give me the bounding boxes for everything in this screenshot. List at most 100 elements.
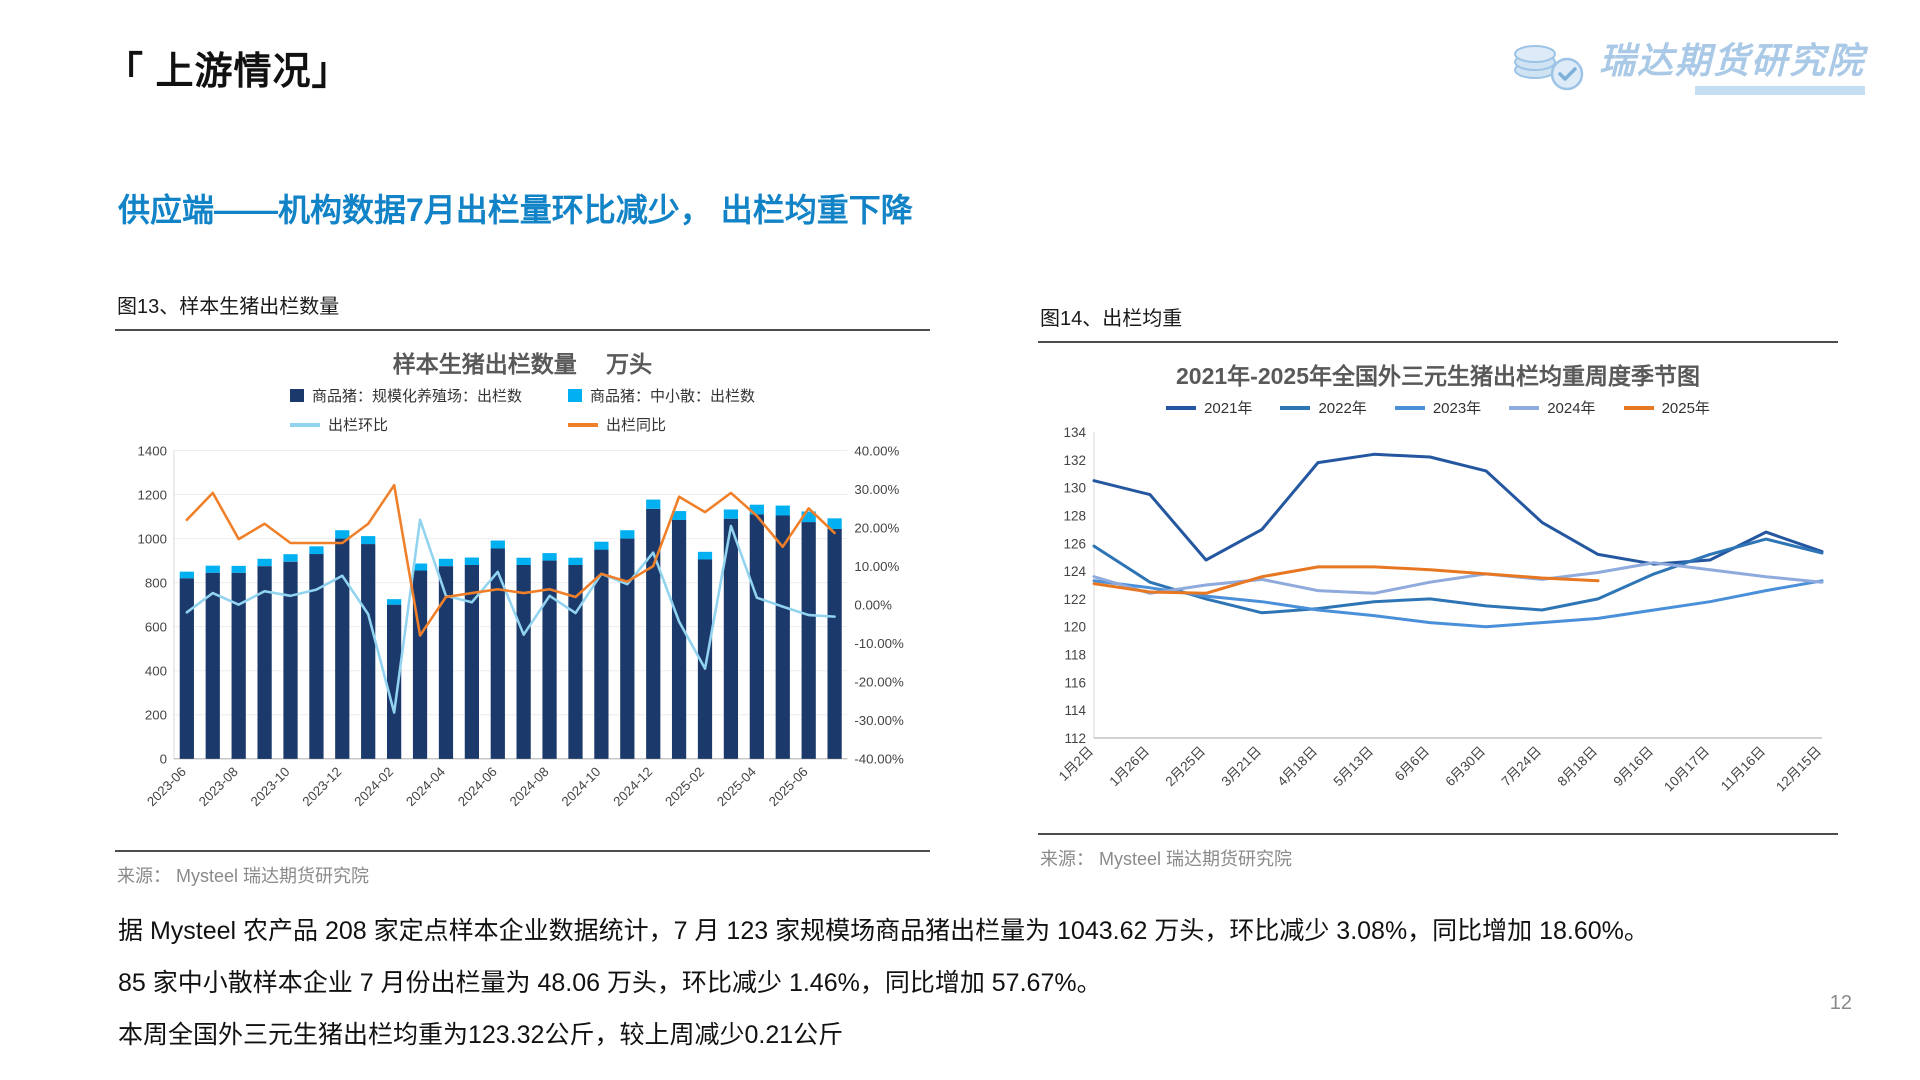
series-line xyxy=(1092,537,1824,615)
svg-text:1400: 1400 xyxy=(138,443,167,458)
page-title: 「 上游情况」 xyxy=(105,51,351,93)
figure14-chart-title: 2021年-2025年全国外三元生猪出栏均重周度季节图 xyxy=(1176,363,1700,389)
fig14-axes: 112 114 116 118 120 122 124 126 128 130 132 134 1月2日… xyxy=(1056,425,1824,794)
svg-text:2025-02: 2025-02 xyxy=(662,764,707,809)
svg-text:30.00%: 30.00% xyxy=(854,482,899,497)
svg-text:6月30日: 6月30日 xyxy=(1442,744,1488,790)
fig14-lines xyxy=(1092,452,1824,629)
svg-text:112: 112 xyxy=(1064,731,1086,746)
fig14-plot: 112 114 116 118 120 122 124 126 128 130 132 134 1月2日… xyxy=(1056,425,1824,794)
svg-text:12月15日: 12月15日 xyxy=(1773,744,1824,795)
svg-text:2025-06: 2025-06 xyxy=(766,764,811,809)
svg-text:2024-02: 2024-02 xyxy=(351,764,396,809)
svg-text:1月26日: 1月26日 xyxy=(1106,744,1152,790)
svg-text:2023-12: 2023-12 xyxy=(299,764,344,809)
svg-text:400: 400 xyxy=(145,664,167,679)
fig13-bars xyxy=(179,499,842,759)
svg-text:40.00%: 40.00% xyxy=(854,443,899,458)
legend-item: 2024年 xyxy=(1509,397,1596,418)
svg-text:124: 124 xyxy=(1063,564,1086,579)
svg-text:114: 114 xyxy=(1064,703,1086,718)
svg-text:0: 0 xyxy=(160,752,167,767)
page-number: 12 xyxy=(1829,992,1852,1014)
svg-text:0.00%: 0.00% xyxy=(854,598,892,613)
legend-label: 2022年 xyxy=(1318,400,1367,417)
legend-label: 商品猪：规模化养殖场：出栏数 xyxy=(311,388,522,405)
legend-chip xyxy=(289,422,320,427)
fig13-lines xyxy=(185,483,836,714)
figure13-source: 来源： Mysteel 瑞达期货研究院 xyxy=(115,850,930,888)
figure14-source: 来源： Mysteel 瑞达期货研究院 xyxy=(1038,833,1838,871)
svg-text:-40.00%: -40.00% xyxy=(854,752,904,767)
legend-chip xyxy=(1394,405,1425,410)
legend-label: 2025年 xyxy=(1661,400,1710,417)
svg-text:-10.00%: -10.00% xyxy=(854,636,904,651)
svg-text:1月2日: 1月2日 xyxy=(1056,744,1096,784)
svg-text:1000: 1000 xyxy=(138,531,167,546)
svg-text:-20.00%: -20.00% xyxy=(854,675,904,690)
svg-text:20.00%: 20.00% xyxy=(854,520,899,535)
svg-text:128: 128 xyxy=(1063,508,1086,523)
svg-text:120: 120 xyxy=(1063,620,1086,635)
legend-chip xyxy=(1280,405,1311,410)
figure13-caption: 图13、样本生猪出栏数量 xyxy=(115,288,930,331)
legend-label: 2021年 xyxy=(1204,400,1253,417)
svg-text:600: 600 xyxy=(145,620,167,635)
legend-chip xyxy=(568,422,598,427)
summary-text: 据 Mysteel 农产品 208 家定点样本企业数据统计，7 月 123 家规… xyxy=(118,905,1848,1061)
series-line xyxy=(1092,561,1824,595)
svg-text:116: 116 xyxy=(1064,675,1086,690)
brand-underline xyxy=(1695,85,1865,95)
svg-text:2024-06: 2024-06 xyxy=(455,764,500,809)
legend-item: 2025年 xyxy=(1623,397,1710,418)
svg-text:2023-08: 2023-08 xyxy=(196,764,241,809)
summary-line-2: 85 家中小散样本企业 7 月份出栏量为 48.06 万头，环比减少 1.46%… xyxy=(118,969,1102,997)
svg-text:1200: 1200 xyxy=(138,487,167,502)
figure14-legend: 2021年 2022年 2023年 2024年 2025年 xyxy=(1038,397,1838,418)
legend-item: 出栏同比 xyxy=(568,414,755,435)
svg-text:10.00%: 10.00% xyxy=(854,559,899,574)
svg-text:5月13日: 5月13日 xyxy=(1330,744,1376,790)
series-line xyxy=(185,483,836,637)
legend-label: 出栏同比 xyxy=(606,417,667,434)
series-line xyxy=(1092,452,1824,566)
legend-item: 商品猪：中小散：出栏数 xyxy=(568,385,755,406)
figure13-chart-title: 样本生猪出栏数量 万头 xyxy=(392,351,653,377)
svg-text:8月18日: 8月18日 xyxy=(1554,744,1600,790)
summary-line-3: 本周全国外三元生猪出栏均重为123.32公斤，较上周减少0.21公斤 xyxy=(118,1021,844,1049)
svg-text:134: 134 xyxy=(1063,425,1086,440)
svg-text:118: 118 xyxy=(1064,648,1086,663)
svg-text:4月18日: 4月18日 xyxy=(1274,744,1320,790)
svg-text:126: 126 xyxy=(1063,536,1086,551)
legend-chip xyxy=(568,389,582,402)
svg-text:7月24日: 7月24日 xyxy=(1498,744,1544,790)
figure14-caption: 图14、出栏均重 xyxy=(1038,300,1838,343)
coins-icon xyxy=(1513,45,1584,91)
legend-item: 2021年 xyxy=(1166,397,1252,418)
svg-text:2023-06: 2023-06 xyxy=(144,764,189,809)
svg-text:800: 800 xyxy=(145,576,167,591)
legend-item: 出栏环比 xyxy=(289,414,522,435)
figure14-panel: 图14、出栏均重 2021年-2025年全国外三元生猪出栏均重周度季节图 202… xyxy=(1038,300,1838,871)
svg-text:2024-12: 2024-12 xyxy=(610,764,655,809)
svg-text:2024-08: 2024-08 xyxy=(507,764,552,809)
legend-label: 商品猪：中小散：出栏数 xyxy=(590,388,756,405)
legend-chip xyxy=(289,389,304,402)
legend-chip xyxy=(1509,405,1540,410)
legend-item: 2022年 xyxy=(1280,397,1367,418)
svg-text:3月21日: 3月21日 xyxy=(1218,744,1264,790)
series-line xyxy=(1092,579,1824,629)
svg-text:130: 130 xyxy=(1063,481,1086,496)
series-line xyxy=(1092,565,1600,595)
legend-chip xyxy=(1166,405,1197,410)
brand-name: 瑞达期货研究院 xyxy=(1598,39,1865,81)
figure13-legend: 商品猪：规模化养殖场：出栏数 商品猪：中小散：出栏数出栏环比 出栏同比 xyxy=(289,385,755,435)
svg-text:2025-04: 2025-04 xyxy=(714,764,759,809)
svg-text:200: 200 xyxy=(145,708,167,723)
figure13-panel: 图13、样本生猪出栏数量 样本生猪出栏数量 万头 商品猪：规模化养殖场：出栏数商… xyxy=(115,288,930,888)
svg-text:2024-04: 2024-04 xyxy=(403,764,448,809)
series-line xyxy=(185,518,836,714)
svg-text:122: 122 xyxy=(1063,592,1086,607)
svg-text:2月25日: 2月25日 xyxy=(1162,744,1208,790)
svg-text:10月17日: 10月17日 xyxy=(1661,744,1712,795)
